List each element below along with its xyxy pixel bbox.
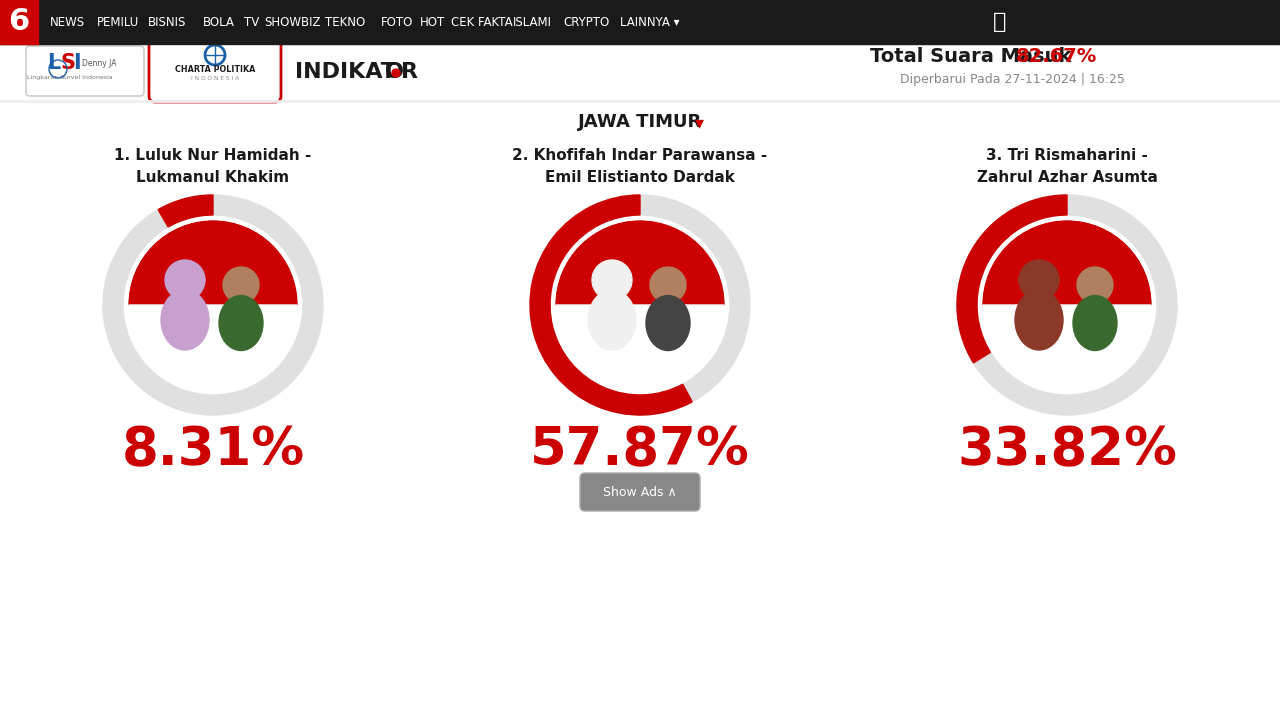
Text: NEWS: NEWS	[50, 16, 86, 29]
Text: HOT: HOT	[420, 16, 445, 29]
Text: 8.31%: 8.31%	[122, 424, 305, 476]
Text: 33.82%: 33.82%	[957, 424, 1176, 476]
Text: 6: 6	[9, 7, 29, 37]
Wedge shape	[983, 221, 1151, 305]
Text: Lukmanul Khakim: Lukmanul Khakim	[137, 169, 289, 184]
Ellipse shape	[1073, 295, 1117, 351]
Wedge shape	[957, 195, 1178, 415]
Text: SHOWBIZ: SHOWBIZ	[264, 16, 320, 29]
Wedge shape	[556, 305, 724, 389]
Text: TV: TV	[244, 16, 260, 29]
Wedge shape	[129, 221, 297, 305]
Text: S: S	[60, 53, 76, 73]
Circle shape	[1076, 267, 1114, 303]
Ellipse shape	[219, 295, 262, 351]
Text: O: O	[385, 62, 404, 82]
Text: CRYPTO: CRYPTO	[563, 16, 609, 29]
Text: ISLAMI: ISLAMI	[513, 16, 552, 29]
Text: LAINNYA ▾: LAINNYA ▾	[620, 16, 680, 29]
FancyBboxPatch shape	[580, 473, 700, 511]
Text: ▾: ▾	[695, 114, 704, 132]
Text: 2. Khofifah Indar Parawansa -: 2. Khofifah Indar Parawansa -	[512, 148, 768, 163]
Text: Total Suara Masuk: Total Suara Masuk	[870, 48, 1078, 66]
Circle shape	[223, 267, 259, 303]
Text: BOLA: BOLA	[204, 16, 234, 29]
Text: Diperbarui Pada 27-11-2024 | 16:25: Diperbarui Pada 27-11-2024 | 16:25	[900, 73, 1125, 86]
Text: BISNIS: BISNIS	[148, 16, 187, 29]
Circle shape	[1019, 260, 1059, 300]
Circle shape	[650, 267, 686, 303]
Text: PEMILU: PEMILU	[97, 16, 140, 29]
Text: JAWA TIMUR: JAWA TIMUR	[577, 113, 703, 131]
Text: Denny JA: Denny JA	[82, 58, 116, 68]
Text: I N D O N E S I A: I N D O N E S I A	[191, 76, 239, 81]
Text: L: L	[47, 53, 60, 73]
Ellipse shape	[646, 295, 690, 351]
Text: ⌕: ⌕	[993, 12, 1006, 32]
Bar	[0, 0, 1280, 44]
Wedge shape	[530, 195, 750, 415]
Circle shape	[554, 219, 726, 391]
Ellipse shape	[161, 290, 209, 350]
Wedge shape	[983, 305, 1151, 389]
Ellipse shape	[1015, 290, 1062, 350]
Wedge shape	[530, 195, 692, 415]
Text: CEK FAKTA: CEK FAKTA	[451, 16, 512, 29]
Circle shape	[980, 219, 1153, 391]
Circle shape	[127, 219, 300, 391]
Circle shape	[591, 260, 632, 300]
Text: 3. Tri Rismaharini -: 3. Tri Rismaharini -	[986, 148, 1148, 163]
Text: R: R	[401, 62, 419, 82]
Ellipse shape	[588, 290, 636, 350]
Text: FOTO: FOTO	[381, 16, 413, 29]
Text: I: I	[73, 53, 81, 73]
Text: 1. Luluk Nur Hamidah -: 1. Luluk Nur Hamidah -	[114, 148, 312, 163]
Text: 57.87%: 57.87%	[530, 424, 750, 476]
Wedge shape	[102, 195, 323, 415]
FancyBboxPatch shape	[148, 40, 282, 102]
Circle shape	[392, 69, 399, 77]
Text: Lingkaran Survel Indonesia: Lingkaran Survel Indonesia	[27, 76, 113, 81]
Text: Emil Elistianto Dardak: Emil Elistianto Dardak	[545, 169, 735, 184]
Wedge shape	[957, 195, 1068, 363]
Text: 82.67%: 82.67%	[1016, 48, 1097, 66]
Text: CHARTA POLITIKA: CHARTA POLITIKA	[175, 66, 255, 74]
Wedge shape	[159, 195, 212, 227]
Wedge shape	[556, 221, 724, 305]
Text: Zahrul Azhar Asumta: Zahrul Azhar Asumta	[977, 169, 1157, 184]
Bar	[0, 0, 38, 44]
Wedge shape	[129, 305, 297, 389]
Circle shape	[165, 260, 205, 300]
Text: TEKNO: TEKNO	[325, 16, 365, 29]
Text: Show Ads ∧: Show Ads ∧	[603, 485, 677, 498]
Text: INDIKAT: INDIKAT	[294, 62, 396, 82]
FancyBboxPatch shape	[26, 46, 143, 96]
